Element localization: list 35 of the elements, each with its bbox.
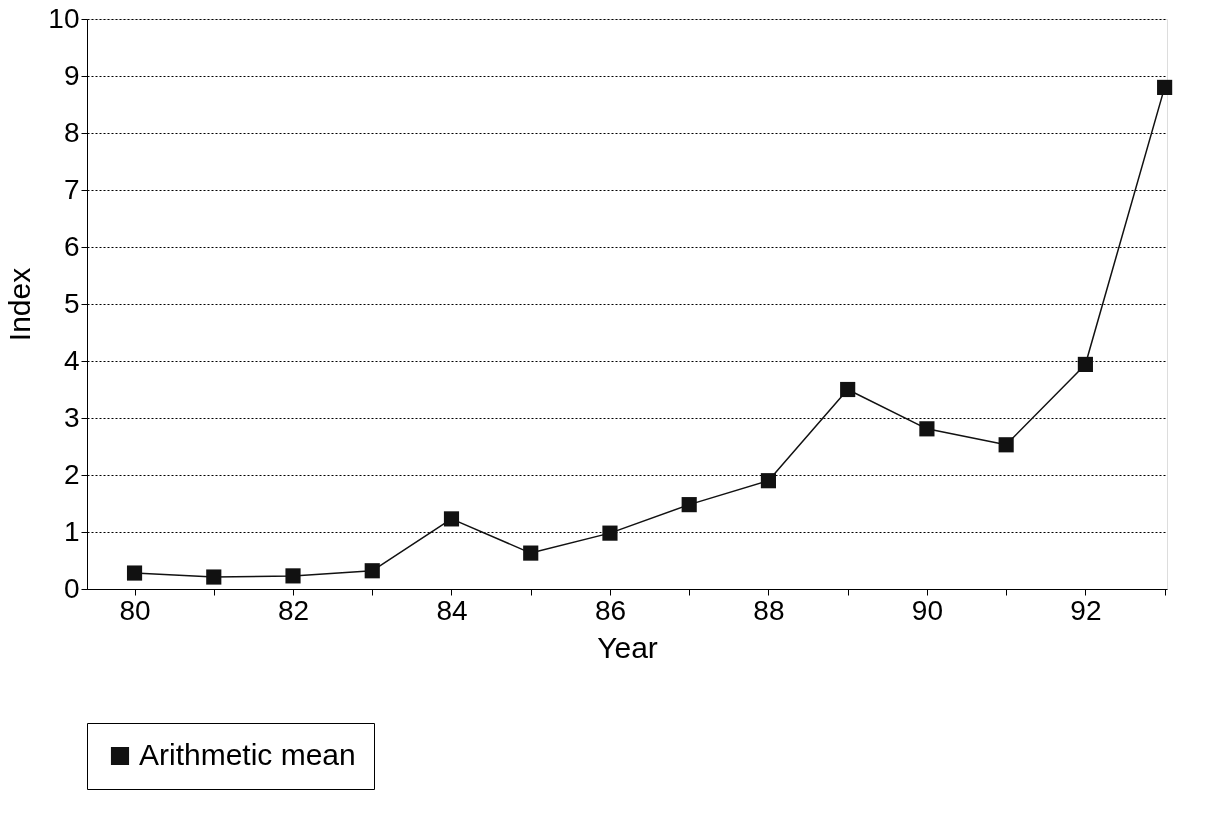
point	[840, 381, 856, 398]
point	[364, 563, 380, 579]
legend-label: Arithmetic mean	[139, 738, 356, 771]
y-tick-label: 0	[63, 572, 80, 604]
point	[206, 569, 222, 585]
y-tick-label: 9	[63, 59, 80, 91]
point	[760, 473, 777, 489]
point	[998, 437, 1014, 453]
x-tick-label: 80	[119, 594, 151, 626]
y-tick-label: 8	[63, 116, 80, 148]
x-tick-label: 86	[594, 594, 627, 626]
y-tick-label: 10	[48, 2, 80, 34]
y-tick-label: 1	[63, 515, 80, 547]
y-tick-label: 2	[63, 458, 80, 490]
point	[919, 421, 935, 437]
x-tick-label: 88	[753, 594, 785, 626]
point	[1157, 79, 1173, 95]
point	[443, 511, 460, 527]
y-axis-title: Index	[3, 267, 37, 342]
point	[285, 568, 301, 584]
x-tick-label: 82	[277, 594, 310, 626]
point	[602, 525, 618, 541]
point	[126, 565, 143, 581]
x-tick-label: 90	[911, 594, 943, 626]
x-tick-label: 84	[436, 594, 468, 626]
y-tick-label: 5	[63, 287, 80, 319]
y-tick-label: 4	[63, 344, 80, 376]
y-tick-label: 3	[63, 401, 80, 433]
y-tick-label: 6	[63, 230, 80, 262]
point	[1077, 356, 1093, 372]
point	[523, 545, 539, 561]
x-axis-title: Year	[597, 630, 658, 664]
x-tick-label: 92	[1070, 594, 1102, 626]
y-tick-label: 7	[63, 173, 80, 205]
point	[681, 497, 697, 513]
